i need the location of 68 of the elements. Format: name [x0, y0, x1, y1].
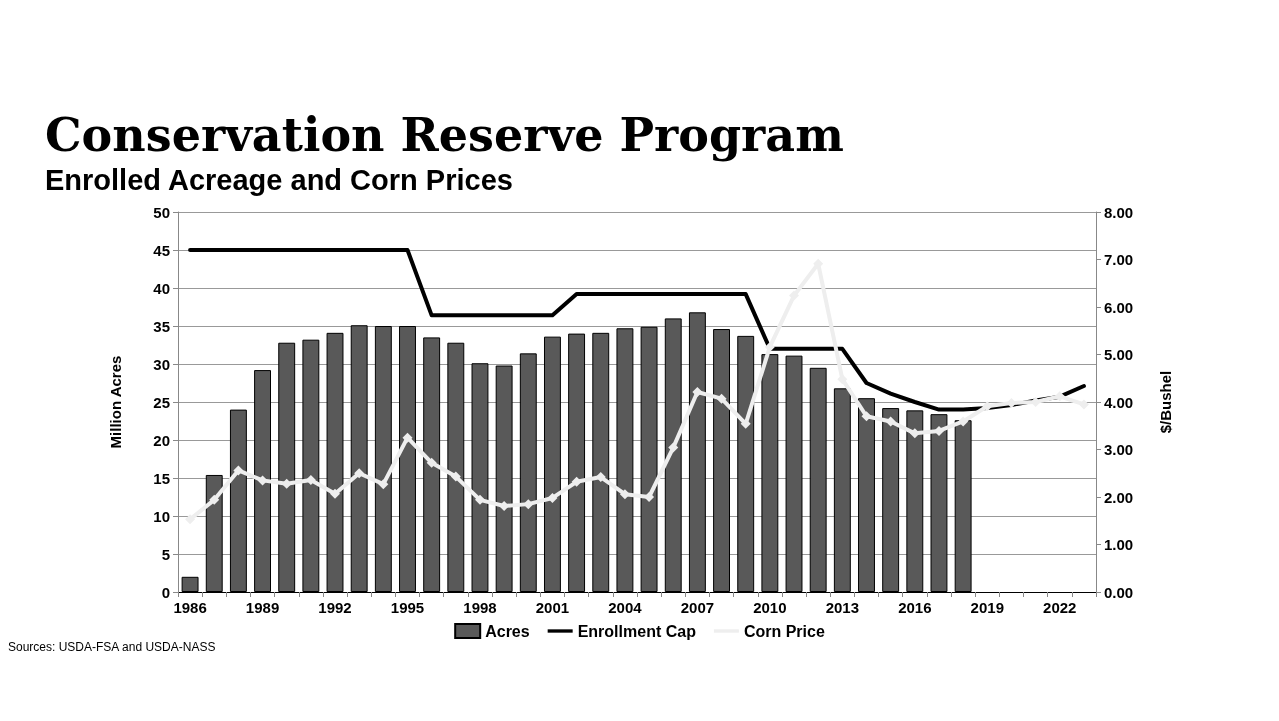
point	[982, 401, 993, 412]
y2-tick-label: 4.00	[1104, 393, 1134, 411]
x-tick-label: 1995	[390, 599, 425, 616]
point	[523, 499, 534, 510]
y-tick-label: 0	[161, 583, 170, 601]
y2-axis-title: $/Bushel	[1157, 370, 1174, 434]
point	[209, 494, 220, 505]
y-tick-label: 45	[153, 241, 170, 259]
point	[354, 468, 365, 479]
x-tick-label: 2004	[608, 599, 643, 616]
x-tick-label: 1986	[173, 599, 207, 616]
x-tick-label: 1998	[463, 599, 497, 616]
point	[547, 492, 558, 503]
y2-tick-label: 3.00	[1104, 441, 1134, 458]
chart-title: Conservation Reserve Program	[45, 108, 844, 162]
chart-subtitle: Enrolled Acreage and Corn Prices	[45, 164, 513, 197]
y-axis-title: Million Acres	[107, 355, 124, 449]
y-tick-label: 35	[153, 317, 170, 335]
point	[378, 479, 389, 490]
point	[185, 514, 196, 525]
point	[426, 457, 437, 468]
line-series	[188, 248, 1086, 412]
y-tick-label: 30	[153, 355, 170, 373]
x-tick-label: 2016	[898, 599, 932, 616]
y-tick-label: 10	[153, 507, 170, 525]
x-tick-label: 2022	[1043, 599, 1077, 616]
x-tick-label: 1992	[318, 599, 352, 616]
y2-tick-label: 2.00	[1104, 488, 1134, 506]
point	[885, 416, 896, 427]
x-tick-label: 2010	[753, 599, 787, 616]
point	[958, 416, 969, 427]
y-tick-label: 25	[153, 393, 170, 411]
legend-label: Acres	[485, 622, 530, 640]
y2-tick-label: 0.00	[1104, 583, 1134, 601]
source-note: Sources: USDA-FSA and USDA-NASS	[8, 640, 216, 654]
legend-label: Corn Price	[743, 622, 825, 640]
x-tick-label: 1989	[245, 599, 280, 616]
point	[909, 428, 920, 439]
y-tick-label: 5	[161, 545, 170, 563]
x-tick-label: 2013	[825, 599, 860, 616]
point	[402, 432, 413, 443]
point	[450, 471, 461, 482]
point	[764, 341, 775, 352]
y2-tick-label: 8.00	[1104, 203, 1134, 221]
point	[571, 476, 582, 487]
y-tick-label: 50	[153, 203, 170, 221]
x-tick-label: 2001	[535, 599, 570, 616]
y2-tick-label: 6.00	[1104, 298, 1134, 316]
x-tick-label: 2019	[970, 599, 1004, 616]
point	[619, 489, 630, 500]
point	[644, 492, 655, 502]
point	[716, 393, 727, 404]
point	[1054, 391, 1065, 402]
legend-label: Enrollment Cap	[577, 622, 697, 640]
y2-tick-label: 1.00	[1104, 536, 1134, 553]
point	[789, 290, 800, 301]
point	[474, 494, 485, 505]
point	[668, 442, 679, 453]
y-tick-label: 15	[153, 469, 170, 487]
y-tick-label: 40	[153, 279, 170, 297]
point	[330, 488, 341, 499]
y-tick-label: 20	[153, 431, 170, 449]
y2-tick-label: 7.00	[1104, 251, 1134, 268]
y2-tick-label: 5.00	[1104, 346, 1134, 363]
point	[692, 387, 703, 398]
x-tick-label: 2007	[680, 599, 715, 616]
point	[740, 418, 751, 429]
point	[233, 465, 244, 476]
